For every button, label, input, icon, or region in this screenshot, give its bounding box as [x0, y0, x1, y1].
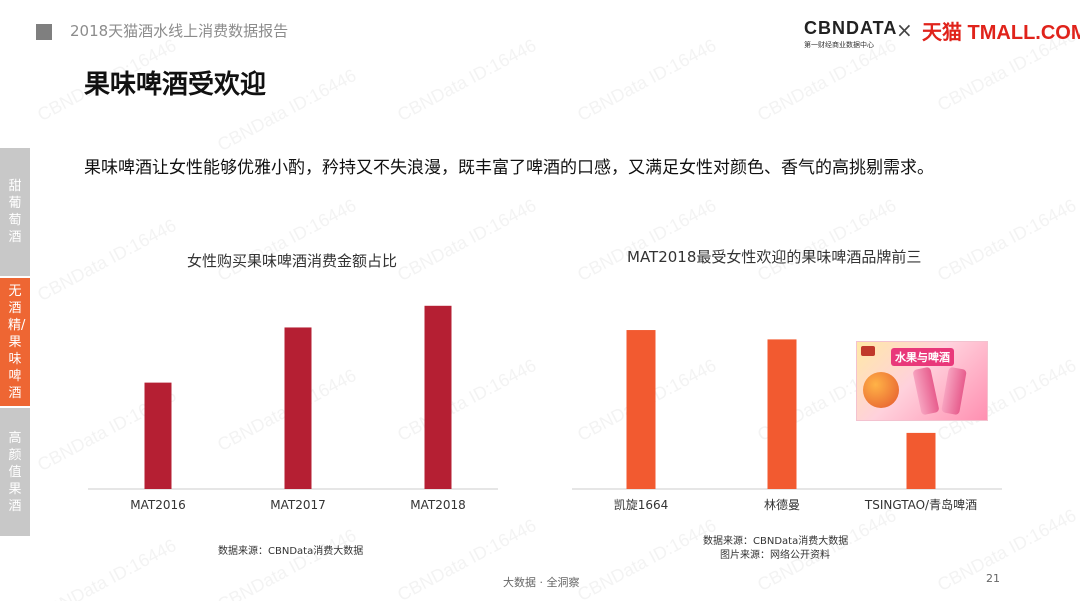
x-tick-label: MAT2018: [410, 498, 466, 512]
peach-fruit-icon: [863, 372, 899, 408]
bar-1: [284, 327, 312, 489]
right-image-source: 图片来源：网络公开资料: [720, 550, 830, 561]
logo-separator: ×: [896, 18, 913, 42]
side-tab-fruit-wine[interactable]: 高颜值果酒: [0, 408, 30, 536]
side-tab-fruit-beer[interactable]: 无酒精/果味啤酒: [0, 278, 30, 406]
bar-2: [906, 432, 936, 489]
report-title: 2018天猫酒水线上消费数据报告: [70, 22, 289, 40]
x-tick-label: MAT2017: [270, 498, 326, 512]
bar-0: [144, 382, 172, 489]
brand-badge: [861, 346, 875, 356]
header-marker: [36, 24, 52, 40]
cbndata-logo-subtitle: 第一财经商业数据中心: [804, 41, 874, 49]
x-tick-label: 凯旋1664: [614, 498, 669, 512]
x-tick-label: MAT2016: [130, 498, 186, 512]
right-chart-source: 数据来源：CBNData消费大数据: [703, 536, 849, 547]
left-chart-source: 数据来源：CBNData消费大数据: [218, 546, 364, 557]
page-title: 果味啤酒受欢迎: [84, 70, 267, 100]
right-chart-title: MAT2018最受女性欢迎的果味啤酒品牌前三: [627, 248, 922, 266]
bar-2: [424, 305, 452, 489]
right-bar-chart: 凯旋1664 林德曼 TSINGTAO/青岛啤酒: [572, 330, 1002, 512]
side-tab-label: 无酒精/果味啤酒: [8, 283, 26, 401]
fruit-beer-product-image: 水果与啤酒: [856, 341, 988, 421]
side-tab-label: 高颜值果酒: [8, 430, 22, 514]
bar-1: [767, 339, 797, 489]
product-banner: 水果与啤酒: [891, 348, 954, 366]
intro-text: 果味啤酒让女性能够优雅小酌，矜持又不失浪漫，既丰富了啤酒的口感，又满足女性对颜色…: [84, 158, 934, 178]
left-bar-chart: MAT2016 MAT2017 MAT2018: [88, 305, 498, 512]
beer-can-icon: [912, 366, 940, 416]
cbndata-logo: CBNDATA: [804, 18, 898, 38]
side-tab-sweet-wine[interactable]: 甜葡萄酒: [0, 148, 30, 276]
beer-can-icon: [941, 366, 967, 416]
left-chart-title: 女性购买果味啤酒消费金额占比: [187, 252, 398, 270]
x-tick-label: 林德曼: [764, 497, 800, 512]
page-number: 21: [986, 572, 1000, 585]
footer-slogan: 大数据 · 全洞察: [503, 576, 580, 589]
tmall-logo: 天猫 TMALL.COM: [922, 22, 1080, 44]
bar-0: [626, 330, 656, 489]
side-tab-label: 甜葡萄酒: [8, 179, 22, 245]
x-tick-label: TSINGTAO/青岛啤酒: [864, 497, 977, 512]
